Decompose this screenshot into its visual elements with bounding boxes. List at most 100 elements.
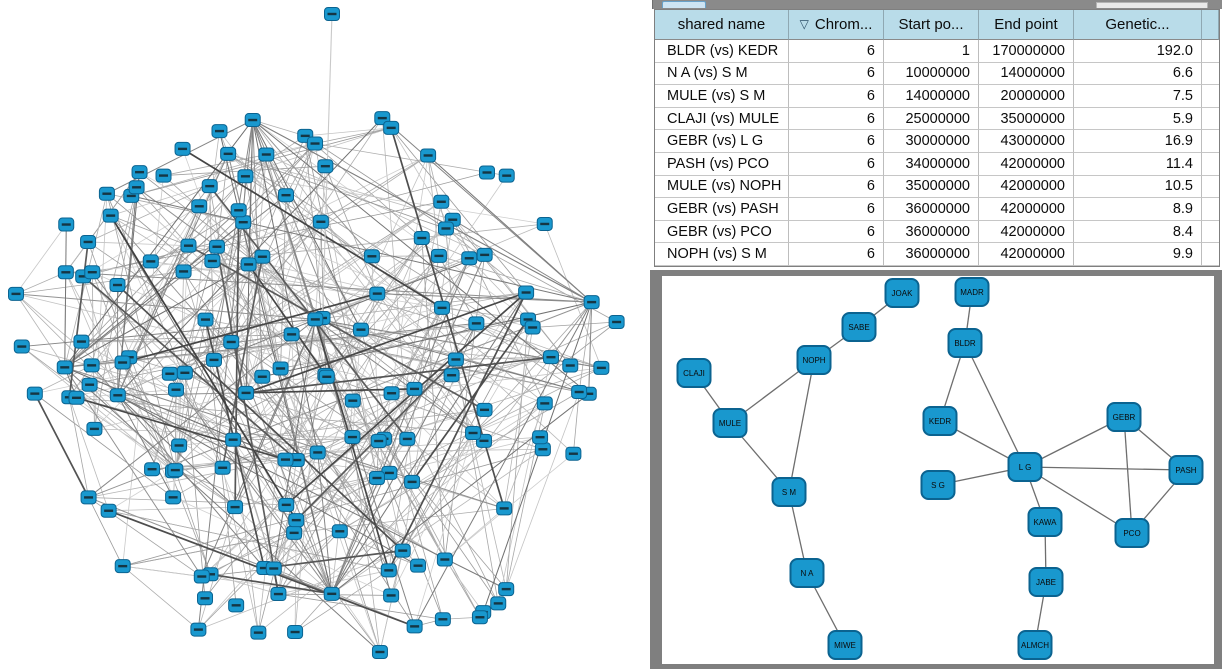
network-node-gebr[interactable]: GEBR (1106, 402, 1142, 432)
network-node-claji[interactable]: CLAJI (676, 358, 712, 388)
filter-triangle-icon[interactable]: ▽ (799, 16, 809, 31)
table-cell[interactable]: 192.0 (1074, 40, 1202, 63)
column-header-genetic---[interactable]: Genetic... (1074, 10, 1202, 40)
table-cell[interactable]: BLDR (vs) KEDR (655, 40, 789, 63)
table-row[interactable]: GEBR (vs) PASH 6 36000000 42000000 8.9 (655, 198, 1219, 221)
column-header-end-point[interactable]: End point (979, 10, 1074, 40)
network-edge (230, 201, 442, 343)
column-header-chrom---[interactable]: ▽ Chrom... (789, 10, 884, 40)
network-edge (122, 448, 543, 567)
table-cell[interactable]: 6 (789, 243, 884, 266)
network-node-pash[interactable]: PASH (1168, 455, 1204, 485)
table-cell[interactable]: N A (vs) S M (655, 62, 789, 86)
table-cell[interactable]: 16.9 (1074, 130, 1202, 153)
table-cell[interactable]: PASH (vs) PCO (655, 152, 789, 176)
table-cell[interactable]: 36000000 (884, 243, 979, 266)
table-row[interactable]: MULE (vs) NOPH 6 35000000 42000000 10.5 (655, 175, 1219, 199)
table-cell[interactable]: NOPH (vs) S M (655, 243, 789, 266)
table-cell[interactable]: 35000000 (979, 107, 1074, 131)
table-cell[interactable]: 8.9 (1074, 198, 1202, 221)
table-cell[interactable]: CLAJI (vs) MULE (655, 107, 789, 131)
network-node-mule[interactable]: MULE (712, 408, 748, 438)
network-node-kawa[interactable]: KAWA (1027, 507, 1063, 537)
network-node-miwe[interactable]: MIWE (827, 630, 863, 660)
table-cell[interactable]: 170000000 (979, 40, 1074, 63)
table-cell[interactable]: 7.5 (1074, 85, 1202, 108)
table-cell[interactable]: 20000000 (979, 85, 1074, 108)
network-node-joak[interactable]: JOAK (884, 278, 920, 308)
table-row[interactable]: BLDR (vs) KEDR 6 1 170000000 192.0 (655, 40, 1219, 63)
table-cell[interactable]: 14000000 (884, 85, 979, 108)
table-cell[interactable]: 10.5 (1074, 175, 1202, 199)
network-node-jabe[interactable]: JABE (1028, 567, 1064, 597)
table-cell[interactable]: 6 (789, 130, 884, 153)
scroll-grip-right[interactable] (1096, 2, 1208, 8)
network-edge (216, 153, 229, 247)
table-cell[interactable]: 35000000 (884, 175, 979, 199)
table-cell[interactable]: 30000000 (884, 130, 979, 153)
network-node-s-g[interactable]: S G (920, 470, 956, 500)
table-cell[interactable]: 6 (789, 62, 884, 86)
node-label-glyph (464, 257, 474, 260)
table-cell[interactable]: 36000000 (884, 220, 979, 244)
table-cell[interactable]: 1 (884, 40, 979, 63)
table-cell[interactable]: 42000000 (979, 243, 1074, 266)
table-cell[interactable]: 25000000 (884, 107, 979, 131)
network-node-noph[interactable]: NOPH (796, 345, 832, 375)
network-node-n-a[interactable]: N A (789, 558, 825, 588)
node-label-glyph (410, 387, 420, 391)
table-row[interactable]: GEBR (vs) L G 6 30000000 43000000 16.9 (655, 130, 1219, 153)
overview-network-panel[interactable] (0, 0, 652, 669)
table-cell[interactable]: 43000000 (979, 130, 1074, 153)
table-cell[interactable]: MULE (vs) NOPH (655, 175, 789, 199)
table-cell[interactable]: GEBR (vs) PASH (655, 198, 789, 221)
table-cell[interactable]: GEBR (vs) L G (655, 130, 789, 153)
table-row[interactable]: MULE (vs) S M 6 14000000 20000000 7.5 (655, 85, 1219, 108)
table-cell[interactable]: 6 (789, 198, 884, 221)
network-node-madr[interactable]: MADR (954, 277, 990, 307)
table-cell[interactable]: 6 (789, 152, 884, 176)
table-cell[interactable]: 6 (789, 175, 884, 199)
network-node-almch[interactable]: ALMCH (1017, 630, 1053, 660)
table-cell[interactable]: 42000000 (979, 175, 1074, 199)
table-cell[interactable]: MULE (vs) S M (655, 85, 789, 108)
table-cell[interactable]: 34000000 (884, 152, 979, 176)
table-row[interactable]: PASH (vs) PCO 6 34000000 42000000 11.4 (655, 152, 1219, 176)
table-row[interactable]: GEBR (vs) PCO 6 36000000 42000000 8.4 (655, 220, 1219, 244)
table-cell[interactable]: 42000000 (979, 198, 1074, 221)
table-cell[interactable]: 6 (789, 85, 884, 108)
table-cell[interactable]: 42000000 (979, 152, 1074, 176)
node-label-glyph (482, 171, 492, 174)
network-node-sabe[interactable]: SABE (841, 312, 877, 342)
table-cell[interactable]: 6 (789, 40, 884, 63)
table-cell[interactable]: 36000000 (884, 198, 979, 221)
table-cell[interactable]: 6 (789, 107, 884, 131)
detail-network-canvas[interactable]: JOAK SABE NOPH CLAJI MULE MADR BLDR KEDR GEBR L G… (662, 276, 1214, 664)
table-cell[interactable]: GEBR (vs) PCO (655, 220, 789, 244)
table-cell[interactable]: 42000000 (979, 220, 1074, 244)
network-edge (172, 166, 326, 472)
table-cell[interactable]: 14000000 (979, 62, 1074, 86)
overview-network-canvas[interactable] (0, 0, 652, 669)
detail-network-panel[interactable]: JOAK SABE NOPH CLAJI MULE MADR BLDR KEDR GEBR L G… (650, 270, 1222, 669)
table-cell[interactable]: 11.4 (1074, 152, 1202, 176)
table-row[interactable]: NOPH (vs) S M 6 36000000 42000000 9.9 (655, 243, 1219, 266)
table-cell[interactable]: 8.4 (1074, 220, 1202, 244)
node-label-glyph (194, 205, 204, 208)
table-cell[interactable]: 6.6 (1074, 62, 1202, 86)
network-node-l-g[interactable]: L G (1007, 452, 1043, 482)
network-node-pco[interactable]: PCO (1114, 518, 1150, 548)
network-node-s-m[interactable]: S M (771, 477, 807, 507)
table-cell[interactable]: 9.9 (1074, 243, 1202, 266)
column-header-shared-name[interactable]: shared name (655, 10, 789, 40)
scroll-grip-left[interactable] (662, 1, 706, 8)
network-node-bldr[interactable]: BLDR (947, 328, 983, 358)
table-cell[interactable]: 6 (789, 220, 884, 244)
table-cell[interactable]: 5.9 (1074, 107, 1202, 131)
table-cell[interactable]: 10000000 (884, 62, 979, 86)
network-edge (331, 448, 544, 595)
table-row[interactable]: CLAJI (vs) MULE 6 25000000 35000000 5.9 (655, 107, 1219, 131)
table-row[interactable]: N A (vs) S M 6 10000000 14000000 6.6 (655, 62, 1219, 86)
column-header-start-po---[interactable]: Start po... (884, 10, 979, 40)
network-node-kedr[interactable]: KEDR (922, 406, 958, 436)
